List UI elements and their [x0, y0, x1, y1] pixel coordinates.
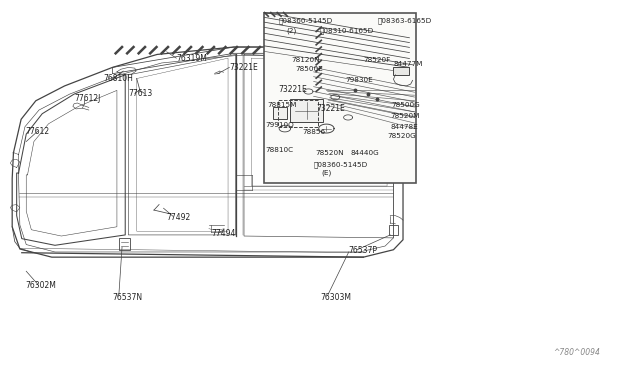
- Text: 76537P: 76537P: [349, 246, 378, 255]
- Text: 77492: 77492: [167, 213, 191, 222]
- Text: Ⓢ08363-6165D: Ⓢ08363-6165D: [378, 18, 432, 25]
- Text: Ⓢ08310-6165D: Ⓢ08310-6165D: [320, 27, 374, 33]
- Text: 79910Q: 79910Q: [266, 122, 294, 128]
- Text: 76537N: 76537N: [113, 294, 143, 302]
- Text: 78815M: 78815M: [268, 102, 297, 108]
- Text: 76302M: 76302M: [25, 281, 56, 290]
- Text: 78500G: 78500G: [392, 102, 420, 108]
- Text: 77494: 77494: [211, 229, 236, 238]
- Text: 78520M: 78520M: [390, 113, 420, 119]
- Text: 78520F: 78520F: [364, 57, 390, 63]
- Text: 78520G: 78520G: [387, 133, 416, 139]
- Text: 84478E: 84478E: [390, 124, 418, 130]
- Bar: [264, 13, 416, 183]
- Text: (E): (E): [321, 170, 332, 176]
- Text: (2): (2): [287, 27, 297, 33]
- Text: 73221E: 73221E: [317, 104, 346, 113]
- Text: Ⓢ08360-5145D: Ⓢ08360-5145D: [278, 18, 333, 25]
- Text: ^780^0094: ^780^0094: [553, 348, 600, 357]
- Text: 78810C: 78810C: [266, 147, 294, 153]
- Text: 76303M: 76303M: [320, 294, 351, 302]
- Bar: [119, 238, 131, 250]
- Text: 76810H: 76810H: [103, 74, 132, 83]
- Text: 76319M: 76319M: [176, 54, 207, 62]
- Text: 84440G: 84440G: [351, 150, 380, 155]
- Text: 78856: 78856: [302, 129, 325, 135]
- Bar: [273, 108, 287, 119]
- Text: 77613: 77613: [129, 89, 153, 98]
- Bar: [278, 100, 318, 128]
- Text: 77612: 77612: [25, 126, 49, 136]
- Text: 78120N: 78120N: [291, 57, 320, 63]
- Bar: [290, 99, 323, 122]
- Text: 73221E: 73221E: [278, 85, 307, 94]
- Text: 78500E: 78500E: [296, 66, 323, 72]
- Bar: [394, 67, 410, 75]
- Text: 79830E: 79830E: [346, 77, 373, 83]
- Text: Ⓢ08360-5145D: Ⓢ08360-5145D: [314, 161, 368, 168]
- Text: 84477M: 84477M: [394, 61, 423, 67]
- Text: 73221E: 73221E: [229, 63, 258, 72]
- Bar: [389, 225, 398, 235]
- Text: 77612J: 77612J: [74, 94, 100, 103]
- Text: 78520N: 78520N: [315, 150, 344, 155]
